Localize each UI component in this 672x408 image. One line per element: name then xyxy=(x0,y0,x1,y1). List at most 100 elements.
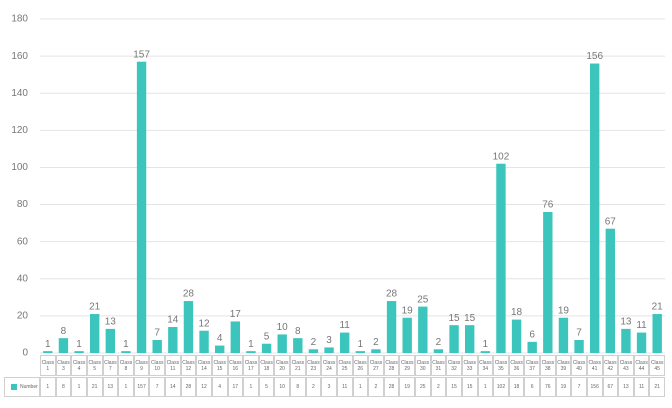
category-cell: Class 30 xyxy=(415,355,431,376)
category-cell: Class 34 xyxy=(477,355,494,376)
y-tick-label: 140 xyxy=(11,88,28,99)
value-cell: 11 xyxy=(633,377,650,397)
category-cell: Class 15 xyxy=(211,355,228,376)
bar xyxy=(543,211,553,353)
category-cell: Class 21 xyxy=(290,355,306,376)
category-cell: Class 37 xyxy=(524,355,540,376)
value-cell: 1 xyxy=(352,377,369,397)
data-label: 15 xyxy=(464,313,476,324)
category-cell: Class 35 xyxy=(493,355,509,376)
bar xyxy=(652,314,662,353)
bar xyxy=(152,340,162,353)
category-cell: Class 23 xyxy=(305,355,322,376)
bar xyxy=(449,325,459,353)
bar xyxy=(527,341,537,353)
data-label: 11 xyxy=(636,320,647,331)
value-cell: 17 xyxy=(227,377,244,397)
bar xyxy=(433,349,444,353)
data-label: 14 xyxy=(167,315,179,326)
category-cell: Class 1 xyxy=(40,355,56,376)
category-cell: Class 24 xyxy=(321,355,337,376)
category-cell: Class 41 xyxy=(586,355,603,376)
bar xyxy=(58,338,69,353)
category-cell: Class 18 xyxy=(258,355,275,376)
category-cell: Class 27 xyxy=(368,355,384,376)
value-cell: 156 xyxy=(586,377,603,397)
bar xyxy=(511,319,522,353)
bar xyxy=(74,351,84,353)
category-cell: Class 36 xyxy=(508,355,525,376)
data-label: 67 xyxy=(605,216,617,227)
category-cell: Class 32 xyxy=(446,355,462,376)
y-tick-label: 20 xyxy=(17,311,29,322)
data-label: 76 xyxy=(542,200,554,211)
value-cell: 8 xyxy=(290,377,306,397)
data-label: 7 xyxy=(154,328,160,339)
value-cell: 3 xyxy=(321,377,337,397)
value-cell: 18 xyxy=(508,377,525,397)
category-cell: Class 7 xyxy=(102,355,119,376)
data-label: 8 xyxy=(61,326,67,337)
value-cell: 13 xyxy=(102,377,119,397)
category-cell: Class 14 xyxy=(196,355,212,376)
value-cell: 4 xyxy=(211,377,228,397)
data-label: 2 xyxy=(311,337,317,348)
category-cell: Class 33 xyxy=(461,355,478,376)
bar xyxy=(418,306,428,353)
value-cell: 21 xyxy=(649,377,665,397)
y-tick-label: 80 xyxy=(17,199,29,210)
bar xyxy=(230,321,240,353)
bar xyxy=(558,317,569,353)
category-cell: Class 38 xyxy=(540,355,556,376)
value-cell: 5 xyxy=(258,377,275,397)
data-label: 13 xyxy=(105,317,117,328)
y-tick-label: 160 xyxy=(11,51,28,62)
data-label: 21 xyxy=(652,302,664,313)
bar xyxy=(590,63,600,354)
bar xyxy=(621,328,631,353)
bar xyxy=(90,314,100,353)
bar xyxy=(574,340,584,353)
bar xyxy=(340,332,350,353)
bar xyxy=(402,317,412,353)
data-label: 4 xyxy=(217,333,223,344)
category-cell: Class 26 xyxy=(352,355,369,376)
bar xyxy=(480,351,490,353)
value-cell: 102 xyxy=(493,377,509,397)
value-cell: 19 xyxy=(555,377,572,397)
value-cell: 7 xyxy=(571,377,587,397)
data-label: 21 xyxy=(89,302,101,313)
category-cell: Class 29 xyxy=(399,355,415,376)
data-label: 11 xyxy=(339,320,350,331)
data-label: 8 xyxy=(295,326,301,337)
value-cell: 1 xyxy=(40,377,56,397)
bar xyxy=(355,351,365,353)
value-cell: 1 xyxy=(477,377,494,397)
category-cell: Class 9 xyxy=(133,355,150,376)
data-label: 10 xyxy=(277,322,289,333)
category-cell: Class 43 xyxy=(618,355,634,376)
category-cell: Class 42 xyxy=(602,355,619,376)
bar xyxy=(496,163,506,353)
category-cell: Class 11 xyxy=(165,355,181,376)
bar xyxy=(261,343,272,353)
data-label: 28 xyxy=(386,289,398,300)
value-cell: 157 xyxy=(133,377,150,397)
value-cell: 76 xyxy=(540,377,556,397)
y-tick-label: 100 xyxy=(11,162,28,173)
value-cell: 6 xyxy=(524,377,540,397)
value-cell: 25 xyxy=(415,377,431,397)
bar xyxy=(371,349,381,353)
legend-swatch xyxy=(11,384,17,390)
data-label: 25 xyxy=(417,294,429,305)
category-cell: Class 17 xyxy=(243,355,259,376)
value-cell: 19 xyxy=(399,377,415,397)
bar xyxy=(277,334,287,353)
value-cell: 13 xyxy=(618,377,634,397)
category-cell: Class 8 xyxy=(118,355,134,376)
category-cell: Class 16 xyxy=(227,355,244,376)
category-cell: Class 3 xyxy=(55,355,72,376)
bar xyxy=(246,351,256,353)
value-cell: 12 xyxy=(196,377,212,397)
